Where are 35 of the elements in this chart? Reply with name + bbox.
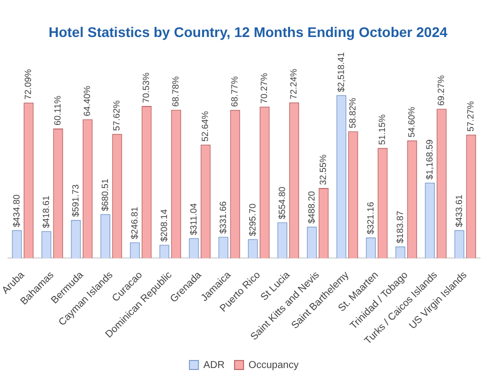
- data-label: 64.40%: [82, 86, 92, 116]
- data-label: $331.66: [218, 201, 228, 234]
- data-label: $183.87: [394, 210, 405, 244]
- data-label: 68.77%: [230, 76, 240, 107]
- data-label: 68.78%: [170, 76, 181, 107]
- data-label: $434.80: [11, 194, 22, 228]
- data-label: 57.27%: [466, 101, 476, 132]
- data-label: $295.70: [247, 204, 258, 236]
- data-label: $554.80: [276, 186, 287, 220]
- data-label: 70.27%: [259, 73, 270, 104]
- data-label: 58.82%: [348, 98, 358, 128]
- data-label: $591.73: [70, 184, 80, 217]
- data-label: 54.60%: [406, 106, 417, 138]
- data-label: 60.11%: [52, 96, 63, 126]
- chart-title: Hotel Statistics by Country, 12 Months Ending October 2024: [48, 24, 448, 40]
- data-label: $488.20: [306, 191, 316, 224]
- data-label: $1,168.59: [424, 140, 434, 180]
- data-label: 72.24%: [288, 68, 299, 100]
- data-label: 51.15%: [377, 114, 388, 145]
- data-label: $246.81: [129, 206, 140, 240]
- data-label: 69.27%: [436, 75, 446, 106]
- data-label: 57.62%: [112, 100, 122, 131]
- data-label: $680.51: [100, 178, 110, 212]
- legend-label: Occupancy: [248, 360, 299, 371]
- data-label: $208.14: [158, 209, 169, 242]
- data-label: $418.61: [40, 196, 51, 228]
- data-label: 32.55%: [318, 154, 328, 185]
- data-label: $433.61: [454, 194, 464, 228]
- data-label: 72.09%: [23, 69, 34, 100]
- data-label: $321.16: [365, 202, 376, 234]
- data-label: $311.04: [188, 203, 198, 236]
- legend-label: ADR: [203, 360, 225, 371]
- data-label: $2,518.41: [336, 52, 346, 92]
- data-label: 70.53%: [141, 72, 152, 104]
- data-label: 52.64%: [200, 111, 210, 142]
